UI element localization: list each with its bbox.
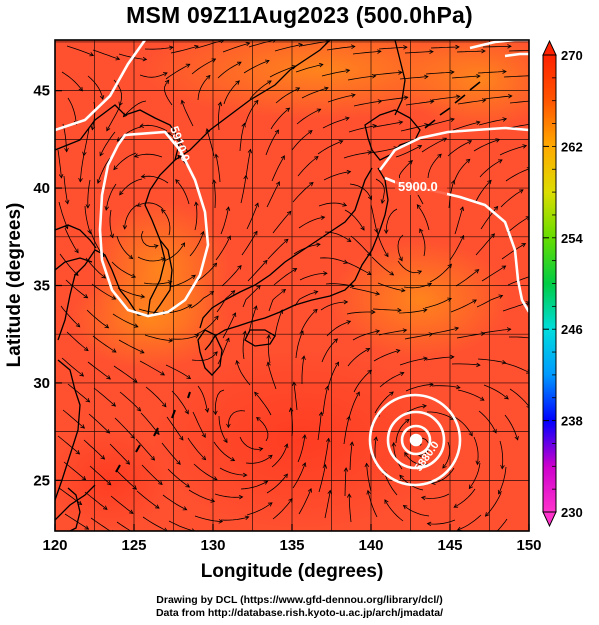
colorbar-tick-label: 254 <box>561 231 583 246</box>
streamline-arrowheads <box>58 40 529 531</box>
contour-top-right <box>469 40 529 58</box>
x-tick-label: 140 <box>358 537 383 554</box>
x-tick-label: 135 <box>279 537 304 554</box>
y-axis-ticks: 25 30 35 40 45 <box>33 83 62 489</box>
x-tick-label: 130 <box>200 537 225 554</box>
colorbar: 270 262 254 246 238 230 <box>542 39 583 528</box>
typhoon-eye <box>409 433 423 447</box>
colorbar-bottom-arrow <box>542 511 557 528</box>
typhoon-contour-mid <box>386 410 446 470</box>
x-axis-label: Longitude (degrees) <box>201 561 384 582</box>
y-axis-label: Latitude (degrees) <box>4 203 25 368</box>
x-tick-label: 150 <box>516 537 541 554</box>
colorbar-top-arrow <box>542 39 557 56</box>
colorbar-ticks: 270 262 254 246 238 230 <box>543 48 583 520</box>
colorbar-tick-label: 270 <box>561 48 583 63</box>
y-tick-label: 40 <box>33 180 50 197</box>
y-tick-label: 30 <box>33 375 50 392</box>
x-tick-label: 120 <box>42 537 67 554</box>
colorbar-tick-label: 230 <box>561 505 583 520</box>
typhoon-contour-inner <box>400 424 432 456</box>
credits: Drawing by DCL (https://www.gfd-dennou.o… <box>0 594 599 620</box>
colorbar-tick-label: 262 <box>561 139 583 154</box>
credit-drawing: Drawing by DCL (https://www.gfd-dennou.o… <box>156 594 443 606</box>
credit-data: Data from http://database.rish.kyoto-u.a… <box>155 607 444 619</box>
colorbar-tick-label: 238 <box>561 414 583 429</box>
y-tick-label: 45 <box>33 83 50 100</box>
x-tick-label: 145 <box>437 537 462 554</box>
y-tick-label: 35 <box>33 278 50 295</box>
contour-5910-west <box>55 40 210 318</box>
typhoon-contour-outer <box>368 393 462 487</box>
colorbar-tick-label: 246 <box>561 322 583 337</box>
contour-label-5900: 5900.0 <box>398 179 438 194</box>
x-tick-label: 125 <box>121 537 146 554</box>
x-axis-ticks: 120 125 130 135 140 145 150 <box>42 524 542 554</box>
y-tick-label: 25 <box>33 472 50 489</box>
map-title: MSM 09Z11Aug2023 (500.0hPa) <box>126 2 473 28</box>
height-contours <box>55 40 529 487</box>
